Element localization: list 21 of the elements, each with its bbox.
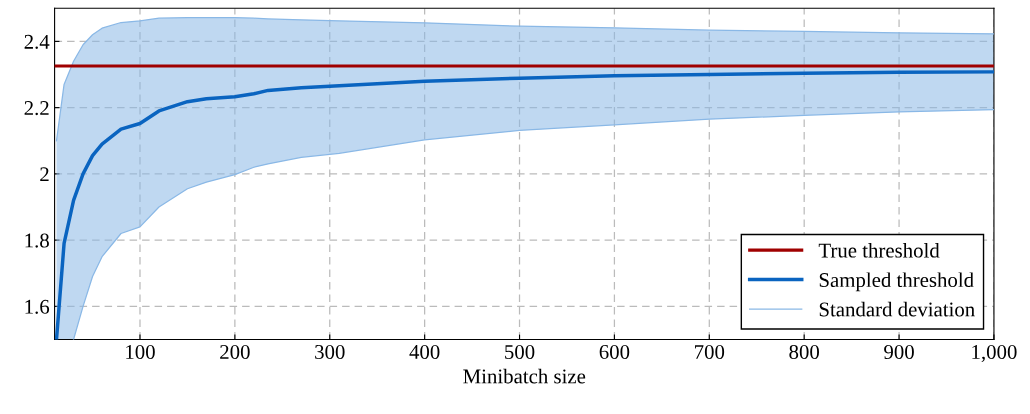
x-tick-label: 700 [695,344,725,359]
legend-label: Sampled threshold [819,272,974,292]
y-tick-label: 1.6 [25,299,50,314]
x-tick-label: 900 [884,344,914,359]
legend-label: True threshold [818,242,940,258]
x-tick-label: 100 [126,344,155,359]
x-tick-label: 800 [789,344,820,359]
y-tick-label: 1.8 [25,233,49,248]
y-tick-label: 2 [40,167,49,182]
x-tick-label: 400 [409,344,440,359]
legend-label: Standard deviation [819,301,975,317]
x-tick-label: 300 [315,344,345,359]
x-axis-title: Minibatch size [463,368,586,384]
x-tick-label: 600 [599,344,630,359]
x-tick-label: 1,000 [972,344,1017,362]
x-tick-label: 500 [505,344,535,359]
y-tick-label: 2.2 [24,101,49,116]
line-series [72,109,994,340]
x-tick-label: 200 [220,344,250,359]
line-series [55,16,994,142]
y-tick-label: 2.4 [24,34,50,49]
